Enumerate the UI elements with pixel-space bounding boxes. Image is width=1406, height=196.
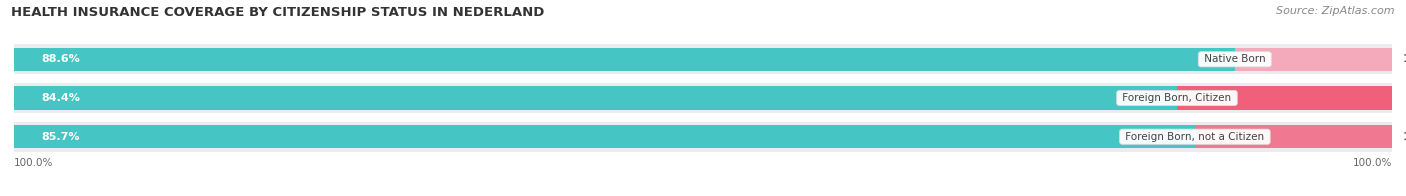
Bar xyxy=(14,125,1195,148)
Text: Source: ZipAtlas.com: Source: ZipAtlas.com xyxy=(1277,6,1395,16)
Bar xyxy=(14,86,1177,110)
Bar xyxy=(1195,125,1392,148)
Text: 100.0%: 100.0% xyxy=(14,158,53,168)
Bar xyxy=(1177,86,1393,110)
Bar xyxy=(14,48,1234,71)
Bar xyxy=(14,122,1392,152)
Bar xyxy=(14,83,1392,113)
Bar xyxy=(1234,48,1392,71)
Text: 15.7%: 15.7% xyxy=(1405,93,1406,103)
Text: HEALTH INSURANCE COVERAGE BY CITIZENSHIP STATUS IN NEDERLAND: HEALTH INSURANCE COVERAGE BY CITIZENSHIP… xyxy=(11,6,544,19)
Text: Native Born: Native Born xyxy=(1201,54,1268,64)
Text: 14.3%: 14.3% xyxy=(1403,132,1406,142)
Bar xyxy=(14,44,1392,74)
Text: 11.4%: 11.4% xyxy=(1403,54,1406,64)
Text: 100.0%: 100.0% xyxy=(1353,158,1392,168)
Text: 84.4%: 84.4% xyxy=(42,93,80,103)
Text: Foreign Born, not a Citizen: Foreign Born, not a Citizen xyxy=(1122,132,1268,142)
Text: 88.6%: 88.6% xyxy=(42,54,80,64)
Text: 85.7%: 85.7% xyxy=(42,132,80,142)
Text: Foreign Born, Citizen: Foreign Born, Citizen xyxy=(1119,93,1234,103)
